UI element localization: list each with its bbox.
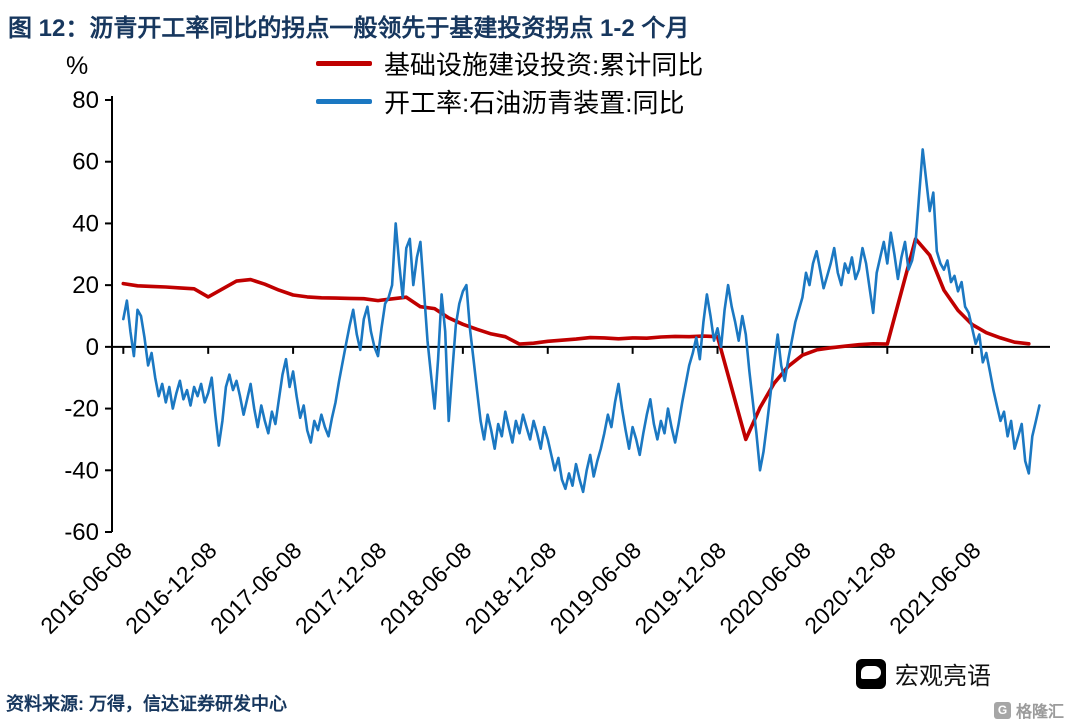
x-tick-label: 2019-12-08	[629, 537, 731, 639]
x-tick-label: 2021-06-08	[884, 537, 986, 639]
legend-item-infrastructure: 基础设施建设投资:累计同比	[316, 44, 703, 82]
brand-name: 宏观亮语	[895, 663, 991, 690]
gelonghui-logo-icon: G	[994, 701, 1011, 719]
chart-legend: 基础设施建设投资:累计同比 开工率:石油沥青装置:同比	[316, 44, 703, 120]
y-tick-label: -20	[64, 396, 99, 423]
x-tick-label: 2020-12-08	[799, 537, 901, 639]
series-line-infrastructure-investment	[121, 237, 1031, 442]
gelonghui-watermark: G 格隆汇	[994, 698, 1064, 722]
hongguanliangyu-logo-icon	[856, 658, 886, 689]
y-tick-label: 0	[86, 334, 99, 361]
x-tick-label: 2017-12-08	[290, 537, 392, 639]
x-tick-label: 2019-06-08	[545, 537, 647, 639]
legend-item-asphalt: 开工率:石油沥青装置:同比	[316, 82, 703, 120]
y-tick-label: 40	[72, 210, 99, 237]
y-tick-label: -40	[64, 457, 99, 484]
legend-label-infrastructure: 基础设施建设投资:累计同比	[384, 49, 704, 80]
y-tick-label: 20	[72, 272, 99, 299]
y-axis-unit-label: %	[66, 52, 89, 80]
figure-title: 图 12：沥青开工率同比的拐点一般领先于基建投资拐点 1-2 个月	[8, 15, 690, 42]
source-note: 资料来源: 万得，信达证券研发中心	[6, 694, 287, 714]
legend-line-swatch-red	[316, 60, 372, 66]
x-tick-label: 2016-06-08	[35, 537, 137, 639]
x-tick-label: 2017-06-08	[205, 537, 307, 639]
x-tick-label: 2018-06-08	[375, 537, 477, 639]
y-tick-label: 80	[72, 87, 99, 114]
x-tick-label: 2020-06-08	[714, 537, 816, 639]
legend-label-asphalt: 开工率:石油沥青装置:同比	[384, 87, 685, 118]
watermark-name: 格隆汇	[1016, 704, 1065, 721]
x-tick-label: 2018-12-08	[460, 537, 562, 639]
y-tick-label: -60	[64, 519, 99, 546]
y-tick-label: 60	[72, 149, 99, 176]
x-tick-label: 2016-12-08	[120, 537, 222, 639]
legend-line-swatch-blue	[316, 98, 372, 104]
brand-badge: 宏观亮语	[856, 656, 991, 691]
series-line-asphalt-operating-rate	[122, 148, 1041, 494]
